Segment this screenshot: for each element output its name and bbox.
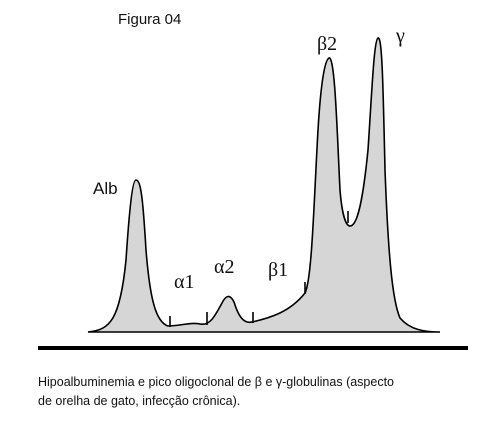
caption-line: Hipoalbuminemia e pico oligoclonal de β …	[38, 375, 394, 389]
electrophoresis-curve	[87, 37, 441, 333]
peak-label: Alb	[93, 179, 118, 198]
caption-line: de orelha de gato, infecção crônica).	[38, 394, 240, 408]
peak-label: β2	[317, 33, 337, 55]
peak-label: α1	[174, 271, 194, 293]
fraction-dividers	[169, 211, 349, 327]
peak-label: α2	[214, 256, 234, 278]
figure-title: Figura 04	[118, 11, 181, 28]
peak-label: γ	[395, 25, 405, 47]
peak-label: β1	[268, 259, 288, 281]
